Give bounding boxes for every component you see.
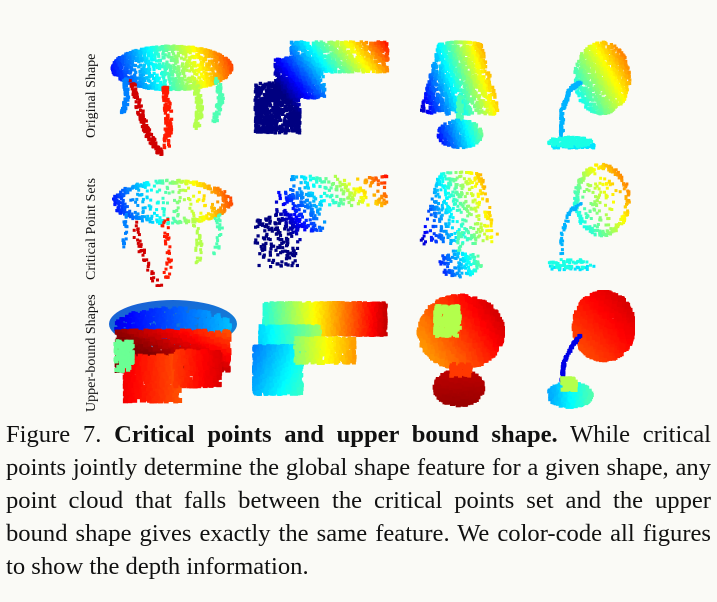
lamp-critical-points — [419, 170, 499, 279]
lamp-upper-bound-shape — [416, 293, 505, 408]
gun-upper-bound-shape — [252, 301, 388, 396]
row-label-critical-point-sets: Critical Point Sets — [84, 178, 100, 280]
caption-label: Figure 7. — [6, 421, 101, 448]
gun-critical-points — [253, 174, 389, 269]
figure: Original Shape Critical Point Sets Upper… — [84, 40, 635, 412]
lamp-original-points — [420, 40, 500, 150]
table-upper-bound-shape — [109, 300, 237, 404]
table-critical-points — [112, 178, 234, 287]
figure-caption: Figure 7. Critical points and upper boun… — [6, 418, 711, 583]
row-label-original-shape: Original Shape — [84, 54, 100, 138]
caption-title: Critical points and upper bound shape. — [114, 421, 558, 448]
table-original-points — [110, 44, 234, 156]
desk-lamp-original-points — [547, 40, 632, 150]
caption-body: While critical points jointly determine … — [6, 421, 711, 580]
gun-original-points — [253, 40, 390, 135]
desk-lamp-upper-bound-shape — [547, 290, 635, 409]
desk-lamp-critical-points — [547, 162, 631, 272]
row-label-upper-bound-shapes: Upper-bound Shapes — [84, 294, 100, 412]
